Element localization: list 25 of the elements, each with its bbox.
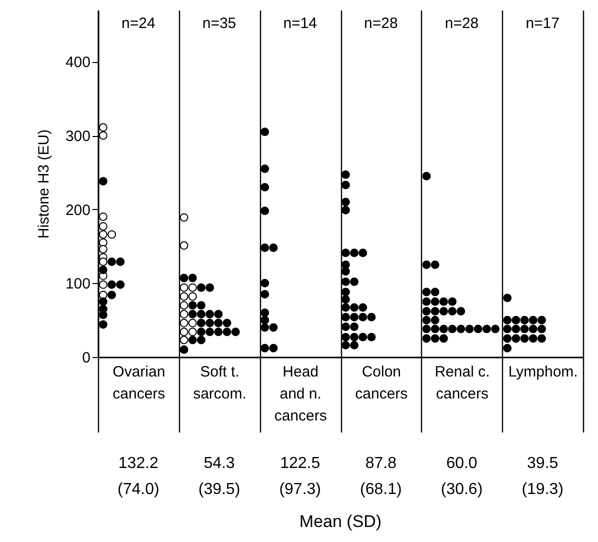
y-tick-label: 400 bbox=[65, 54, 90, 72]
y-tick-label: 300 bbox=[65, 128, 90, 146]
x-tick-label: Head and n. cancers bbox=[274, 364, 327, 424]
text: 39.5 (19.3) bbox=[522, 455, 564, 498]
text: 87.8 (68.1) bbox=[360, 455, 402, 498]
y-tick-label: 100 bbox=[65, 276, 90, 293]
annotation: n=24 bbox=[122, 15, 156, 32]
text: Mean (SD) bbox=[299, 512, 382, 531]
x-tick-label: Lymphom. bbox=[508, 364, 578, 380]
text: 122.5 (97.3) bbox=[279, 455, 321, 498]
y-tick-label: 200 bbox=[65, 202, 90, 219]
text: 60.0 (30.6) bbox=[440, 455, 483, 498]
annotation: n=17 bbox=[526, 15, 560, 32]
annotation: n=35 bbox=[202, 15, 236, 32]
text: 54.3 (39.5) bbox=[198, 455, 240, 498]
x-tick-label: Renal c. cancers bbox=[434, 364, 490, 402]
annotation: n=28 bbox=[444, 15, 479, 32]
x-tick-label: Soft t. sarcom. bbox=[193, 364, 246, 402]
x-tick-label: Ovarian cancers bbox=[112, 364, 166, 402]
text: 132.2 (74.0) bbox=[118, 455, 160, 498]
annotation: n=28 bbox=[364, 15, 398, 32]
y-tick-label: 0 bbox=[82, 350, 90, 366]
y-axis-title: Histone H3 (EU) bbox=[35, 129, 52, 239]
annotation: n=14 bbox=[283, 15, 317, 32]
x-tick-label: Colon cancers bbox=[355, 364, 408, 402]
